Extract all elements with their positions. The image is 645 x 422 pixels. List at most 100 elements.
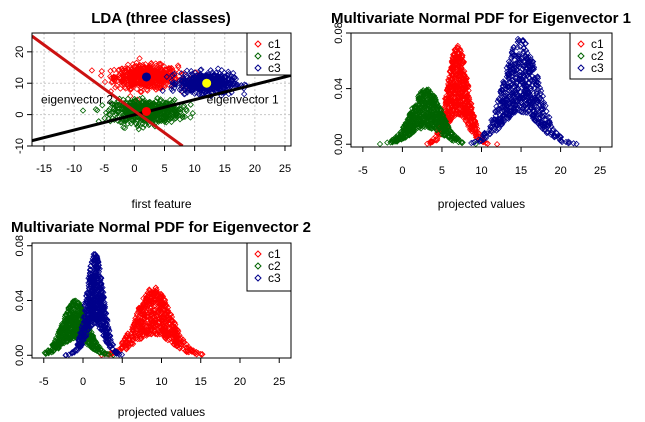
- point-c1: [152, 86, 160, 93]
- point-c1: [127, 68, 135, 75]
- point-c1: [139, 321, 147, 328]
- point-c1: [152, 69, 160, 76]
- point-c1: [131, 73, 139, 80]
- point-c1: [127, 340, 134, 347]
- point-c3: [534, 110, 542, 118]
- point-c1: [148, 298, 155, 305]
- point-c1: [148, 318, 155, 325]
- x-tick-label: 20: [234, 376, 246, 388]
- point-c2: [101, 115, 108, 122]
- point-c3: [209, 77, 217, 85]
- point-c2: [103, 350, 111, 358]
- y-tick-label: 0.00: [333, 134, 345, 155]
- point-c2: [110, 105, 117, 113]
- legend-label-c1: c1: [591, 37, 604, 51]
- point-c2: [134, 123, 141, 130]
- point-c1: [459, 78, 467, 85]
- point-c1: [127, 92, 134, 100]
- point-c1: [456, 66, 464, 73]
- point-c3: [169, 72, 176, 79]
- point-c1: [122, 67, 130, 74]
- point-c3: [522, 93, 529, 101]
- point-c1: [164, 71, 171, 79]
- point-c1: [441, 95, 449, 102]
- point-c1: [156, 315, 163, 322]
- point-c3: [182, 73, 190, 80]
- point-c3: [224, 72, 231, 79]
- y-tick-label: -10: [14, 138, 26, 154]
- point-c2: [428, 125, 435, 132]
- point-c1: [161, 333, 168, 341]
- point-c3: [163, 73, 170, 80]
- point-c2: [439, 124, 446, 131]
- point-c3: [528, 68, 535, 75]
- point-c3: [539, 121, 546, 129]
- point-c1: [170, 323, 178, 330]
- point-c1: [147, 316, 154, 323]
- point-c3: [527, 87, 534, 94]
- point-c1: [456, 106, 463, 113]
- point-c2: [124, 120, 131, 127]
- point-c3: [535, 79, 542, 87]
- legend-label-c2: c2: [268, 49, 281, 63]
- point-c3: [475, 136, 482, 143]
- x-axis-label: projected values: [438, 197, 525, 211]
- series-c1: [98, 284, 206, 359]
- point-c2: [187, 101, 194, 108]
- point-c1: [462, 117, 469, 125]
- point-c2: [421, 108, 428, 116]
- point-c3: [481, 129, 488, 137]
- point-c3: [520, 48, 527, 55]
- point-c1: [452, 45, 459, 53]
- point-c3: [542, 102, 549, 109]
- point-c1: [459, 106, 466, 113]
- point-c1: [146, 329, 153, 337]
- point-c1: [137, 323, 145, 331]
- point-c1: [153, 70, 161, 78]
- point-c1: [183, 341, 190, 348]
- point-c3: [241, 90, 248, 98]
- point-c1: [444, 86, 451, 93]
- point-c3: [565, 140, 572, 147]
- x-tick-label: 10: [189, 163, 201, 175]
- point-c1: [129, 61, 137, 68]
- point-c2: [70, 329, 78, 337]
- point-c1: [128, 65, 135, 72]
- legend-marker-c2: [577, 52, 585, 60]
- point-c2: [152, 110, 159, 117]
- point-c1: [461, 72, 468, 79]
- point-c2: [120, 106, 127, 113]
- point-c3: [494, 115, 502, 122]
- point-c3: [501, 93, 508, 100]
- point-c3: [534, 82, 542, 89]
- x-tick-label: 15: [515, 165, 527, 177]
- point-c2: [401, 131, 409, 138]
- point-c3: [486, 130, 493, 137]
- point-c3: [541, 127, 549, 134]
- point-c2: [420, 101, 427, 109]
- point-c2: [436, 111, 444, 118]
- point-c1: [459, 60, 467, 67]
- point-c1: [493, 141, 501, 148]
- point-c3: [509, 76, 516, 83]
- point-c2: [449, 135, 456, 142]
- point-c1: [424, 140, 431, 147]
- point-c1: [444, 84, 451, 92]
- point-c3: [509, 69, 517, 76]
- point-c1: [137, 330, 144, 337]
- point-c1: [136, 305, 143, 312]
- point-c2: [72, 297, 79, 304]
- point-c3: [187, 78, 194, 85]
- annotation-eigenvector-2: eigenvector 2: [41, 93, 113, 107]
- point-c1: [128, 333, 136, 340]
- point-c3: [539, 106, 547, 113]
- point-c3: [503, 90, 511, 97]
- point-c1: [134, 335, 141, 343]
- point-c3: [534, 90, 541, 97]
- point-c3: [233, 81, 240, 88]
- point-c1: [130, 321, 138, 328]
- point-c1: [173, 327, 181, 334]
- point-c3: [179, 81, 186, 89]
- point-c2: [428, 93, 436, 100]
- point-c3: [502, 104, 510, 111]
